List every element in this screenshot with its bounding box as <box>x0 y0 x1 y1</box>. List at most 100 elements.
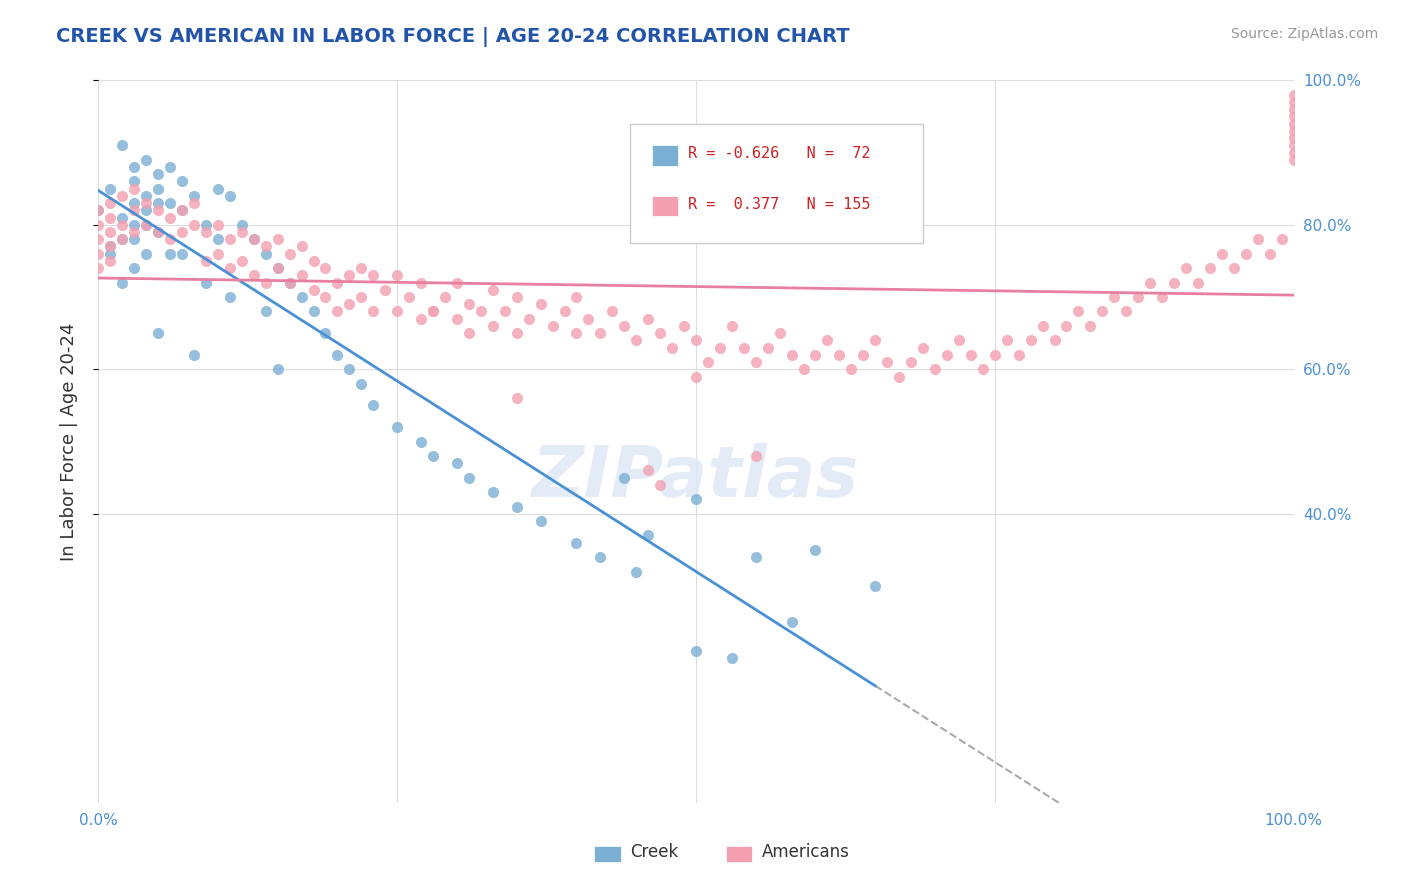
Point <box>422 449 444 463</box>
Bar <box>725 847 752 862</box>
Point <box>648 478 672 492</box>
Point <box>1128 290 1150 304</box>
Point <box>267 362 290 376</box>
Point <box>254 239 277 253</box>
Point <box>111 138 134 153</box>
Point <box>1282 87 1305 102</box>
Point <box>254 246 277 260</box>
Point <box>243 232 266 246</box>
Point <box>350 290 373 304</box>
Point <box>876 355 898 369</box>
Point <box>183 348 205 362</box>
Point <box>398 290 420 304</box>
Point <box>350 376 373 391</box>
Point <box>159 232 181 246</box>
Point <box>685 644 707 658</box>
Point <box>517 311 540 326</box>
Point <box>685 492 707 507</box>
Point <box>326 304 349 318</box>
Point <box>231 253 253 268</box>
Point <box>363 398 385 412</box>
Point <box>626 334 648 348</box>
Point <box>183 196 205 211</box>
Point <box>815 334 838 348</box>
Point <box>637 528 659 542</box>
Point <box>745 355 768 369</box>
Point <box>207 218 229 232</box>
Point <box>326 276 349 290</box>
Point <box>87 203 110 218</box>
Point <box>1067 304 1090 318</box>
Point <box>363 268 385 283</box>
Point <box>98 239 122 253</box>
Point <box>1139 276 1161 290</box>
Point <box>661 341 683 355</box>
Point <box>1104 290 1126 304</box>
Point <box>458 326 481 340</box>
Point <box>124 182 146 196</box>
Point <box>637 463 659 477</box>
FancyBboxPatch shape <box>630 124 922 243</box>
Point <box>1234 246 1257 260</box>
Point <box>780 348 803 362</box>
Point <box>219 189 242 203</box>
Point <box>530 297 553 311</box>
Point <box>385 420 409 434</box>
Point <box>446 311 468 326</box>
Point <box>1271 232 1294 246</box>
Bar <box>595 847 620 862</box>
Point <box>613 470 636 484</box>
Point <box>1282 131 1305 145</box>
Point <box>98 253 122 268</box>
Point <box>458 297 481 311</box>
Point <box>315 290 337 304</box>
Point <box>291 268 314 283</box>
Text: R =  0.377   N = 155: R = 0.377 N = 155 <box>688 197 870 212</box>
Point <box>793 362 815 376</box>
Point <box>565 290 588 304</box>
Point <box>1282 110 1305 124</box>
Point <box>98 225 122 239</box>
Point <box>709 341 731 355</box>
Point <box>98 211 122 225</box>
Point <box>135 196 157 211</box>
Point <box>411 276 433 290</box>
Point <box>98 246 122 260</box>
Point <box>1282 138 1305 153</box>
Point <box>302 283 325 297</box>
Point <box>195 276 218 290</box>
Point <box>374 283 396 297</box>
Text: Creek: Creek <box>630 843 679 861</box>
Point <box>87 261 110 276</box>
Point <box>506 326 529 340</box>
Point <box>458 470 481 484</box>
Point <box>267 261 290 276</box>
Point <box>363 304 385 318</box>
Point <box>124 160 146 174</box>
Point <box>254 304 277 318</box>
Point <box>481 318 505 333</box>
Point <box>1019 334 1042 348</box>
Point <box>1008 348 1031 362</box>
Point <box>470 304 492 318</box>
Point <box>804 542 827 557</box>
Point <box>135 218 157 232</box>
Bar <box>652 196 678 216</box>
Point <box>1247 232 1270 246</box>
Point <box>1282 117 1305 131</box>
Point <box>852 348 875 362</box>
Point <box>1282 153 1305 167</box>
Point <box>1032 318 1054 333</box>
Point <box>745 449 768 463</box>
Text: ZIPatlas: ZIPatlas <box>533 443 859 512</box>
Point <box>183 218 205 232</box>
Point <box>1043 334 1066 348</box>
Point <box>111 232 134 246</box>
Point <box>446 456 468 470</box>
Point <box>422 304 444 318</box>
Point <box>804 348 827 362</box>
Point <box>554 304 576 318</box>
Point <box>207 182 229 196</box>
Point <box>111 232 134 246</box>
Point <box>613 318 636 333</box>
